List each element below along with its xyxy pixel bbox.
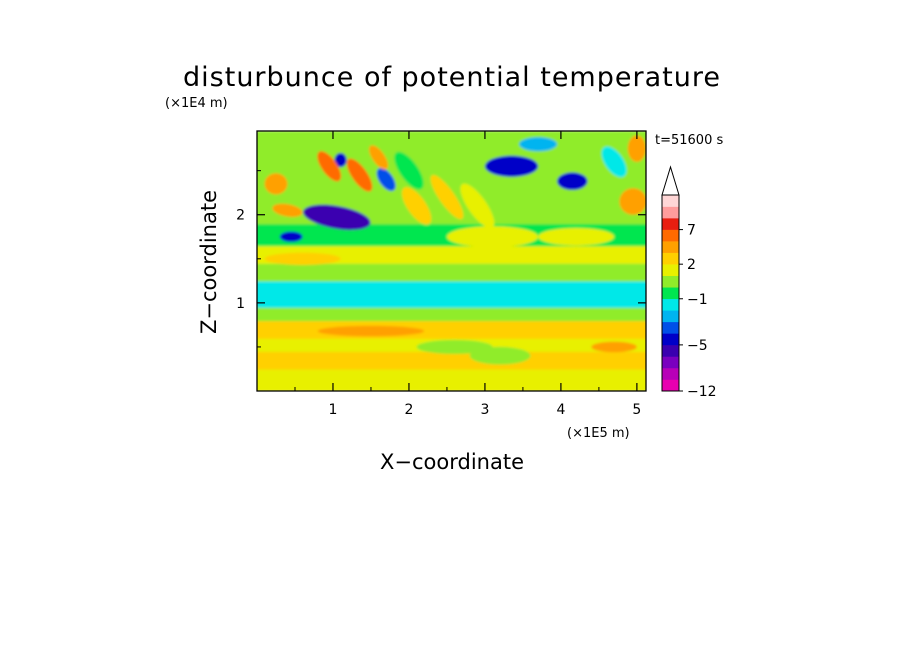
field-band	[257, 382, 646, 391]
field-feature	[334, 153, 347, 168]
colorbar-swatch	[662, 379, 679, 392]
field-feature	[401, 187, 432, 225]
colorbar-swatch	[662, 333, 679, 346]
colorbar: −12−5−127	[661, 165, 717, 400]
field-feature	[376, 167, 396, 191]
colorbar-label: 2	[687, 257, 696, 273]
field-feature	[446, 226, 539, 248]
field-feature	[591, 341, 637, 353]
colorbar-swatch	[662, 264, 679, 277]
x-tick-label: 3	[480, 402, 489, 418]
field-band	[257, 351, 646, 370]
field-layer	[257, 131, 646, 391]
field-band	[257, 280, 646, 308]
colorbar-label: −5	[687, 338, 708, 354]
field-band	[257, 245, 646, 264]
field-feature	[303, 204, 371, 231]
colorbar-swatch	[662, 321, 679, 334]
field-band	[257, 320, 646, 339]
colorbar-label: 7	[687, 223, 696, 239]
colorbar-swatch	[662, 356, 679, 369]
field-feature	[272, 203, 303, 217]
colorbar-label: −12	[687, 384, 717, 400]
field-feature	[317, 325, 425, 337]
field-feature	[279, 231, 303, 243]
field-feature	[430, 175, 464, 220]
y-tick-label: 1	[236, 296, 245, 312]
y-tick-label: 2	[236, 208, 245, 224]
colorbar-swatch	[662, 229, 679, 242]
colorbar-extend-arrow	[661, 165, 680, 196]
field-feature	[519, 137, 558, 152]
field-feature	[484, 155, 539, 177]
colorbar-swatch	[662, 218, 679, 230]
field-band	[257, 368, 646, 383]
colorbar-swatch	[662, 241, 679, 253]
field-feature	[264, 173, 288, 195]
field-feature	[264, 252, 341, 265]
field-feature	[557, 172, 588, 191]
field-feature	[469, 346, 531, 365]
colorbar-swatch	[662, 367, 679, 380]
y-axis-title: Z−coordinate	[197, 190, 221, 334]
colorbar-swatch	[662, 310, 679, 323]
x-tick-label: 1	[329, 402, 338, 418]
field-feature	[460, 183, 495, 229]
field-band	[257, 263, 646, 282]
colorbar-swatch	[662, 195, 679, 207]
x-tick-label: 4	[556, 402, 565, 418]
colorbar-swatch	[662, 344, 679, 357]
plot-frame	[256, 130, 647, 392]
field-feature	[627, 135, 646, 162]
field-feature	[394, 151, 424, 190]
colorbar-swatch	[662, 287, 679, 300]
x-axis-title: X−coordinate	[380, 450, 524, 474]
field-feature	[369, 145, 389, 170]
colorbar-swatch	[662, 252, 679, 265]
colorbar-swatch	[662, 275, 679, 288]
field-feature	[601, 146, 627, 178]
colorbar-swatch	[662, 206, 679, 219]
y-axis: 12	[236, 170, 646, 348]
field-band	[257, 307, 646, 322]
x-tick-label: 2	[404, 402, 413, 418]
field-feature	[416, 339, 493, 354]
y-unit-label: (×1E4 m)	[165, 96, 228, 111]
x-tick-label: 5	[632, 402, 641, 418]
x-unit-label: (×1E5 m)	[567, 426, 630, 441]
field-feature	[538, 227, 615, 246]
field-feature	[346, 158, 373, 192]
chart-title: disturbunce of potential temperature	[183, 62, 721, 93]
x-axis: 1 2 3 4 5	[294, 131, 641, 418]
field-feature	[619, 188, 646, 215]
time-label: t=51600 s	[655, 133, 723, 148]
colorbar-label: −1	[687, 292, 708, 308]
colorbar-swatch	[662, 298, 679, 311]
field-feature	[317, 151, 342, 182]
